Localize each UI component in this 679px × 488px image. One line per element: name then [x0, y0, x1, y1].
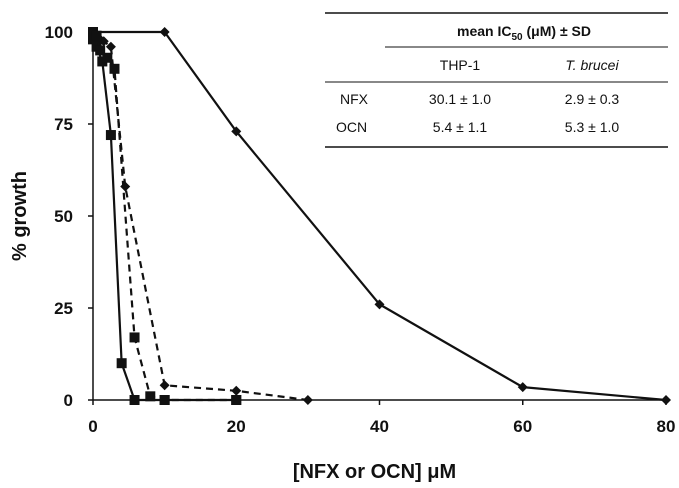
table-cell-nfx-tbrucei: 2.9 ± 0.3 — [565, 91, 620, 107]
data-point-square — [95, 45, 106, 56]
series-layer — [88, 27, 671, 405]
data-point-square — [116, 358, 127, 369]
x-tick-label: 40 — [370, 417, 389, 436]
data-point-diamond — [374, 299, 385, 310]
y-axis-title: % growth — [9, 171, 31, 261]
table-col-tbrucei: T. brucei — [565, 57, 619, 73]
data-point-diamond — [661, 395, 671, 405]
series-line — [92, 38, 237, 402]
axes: 0 25 50 75 100 0 20 40 60 80 [NFX or OCN] μM % grow… — [9, 23, 675, 483]
data-point-square — [105, 130, 116, 141]
y-tick-label: 100 — [45, 23, 73, 42]
data-point-square — [145, 391, 156, 402]
series-line — [93, 30, 667, 402]
data-point-diamond — [231, 126, 242, 137]
data-point-diamond — [105, 41, 116, 52]
data-point-square — [129, 332, 140, 343]
table-header: mean IC50 (μM) ± SD — [457, 23, 591, 43]
data-point-square — [231, 395, 242, 405]
data-point-square — [109, 63, 120, 74]
y-tick-label: 25 — [54, 299, 73, 318]
data-point-diamond — [231, 385, 242, 396]
x-tick-label: 80 — [657, 417, 676, 436]
series-line — [92, 31, 309, 402]
table-row-label-nfx: NFX — [340, 91, 369, 107]
data-point-diamond — [517, 382, 528, 393]
data-point-square — [129, 395, 140, 405]
table-cell-nfx-thp1: 30.1 ± 1.0 — [429, 91, 491, 107]
data-point-square — [102, 52, 113, 63]
data-point-square — [91, 30, 102, 41]
x-tick-label: 20 — [227, 417, 246, 436]
data-point-diamond — [302, 395, 313, 405]
data-point-diamond — [159, 27, 170, 37]
x-axis-title: [NFX or OCN] μM — [293, 461, 456, 483]
x-tick-label: 0 — [88, 417, 97, 436]
data-point-diamond — [120, 181, 131, 192]
data-point-diamond — [159, 380, 170, 391]
table-row-label-ocn: OCN — [336, 119, 367, 135]
data-point-square — [159, 395, 170, 405]
table-cell-ocn-tbrucei: 5.3 ± 1.0 — [565, 119, 620, 135]
ic50-table: mean IC50 (μM) ± SD THP-1 T. brucei NFX … — [325, 12, 668, 148]
y-tick-label: 0 — [64, 391, 73, 410]
table-col-thp1: THP-1 — [440, 57, 481, 73]
y-tick-label: 50 — [54, 207, 73, 226]
y-tick-label: 75 — [54, 115, 73, 134]
table-cell-ocn-thp1: 5.4 ± 1.1 — [433, 119, 488, 135]
data-point-square — [97, 56, 108, 67]
x-tick-label: 60 — [513, 417, 532, 436]
